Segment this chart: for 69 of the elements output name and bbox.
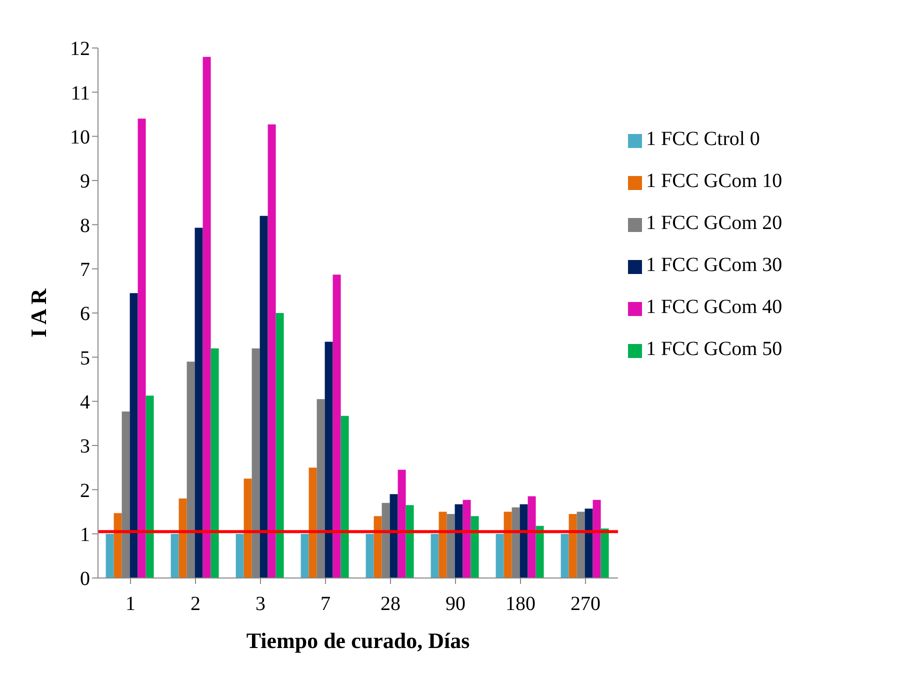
bar bbox=[260, 216, 268, 578]
bar bbox=[106, 534, 114, 578]
y-tick-label: 7 bbox=[80, 258, 90, 281]
x-tick-label: 90 bbox=[446, 593, 466, 616]
bar bbox=[332, 274, 341, 578]
bar bbox=[308, 468, 317, 578]
bar bbox=[114, 513, 122, 578]
y-tick-label: 3 bbox=[80, 436, 90, 458]
legend-label: 1 FCC GCom 30 bbox=[646, 254, 782, 276]
bar bbox=[178, 498, 187, 578]
y-tick-label: 8 bbox=[80, 214, 90, 237]
bar bbox=[146, 396, 154, 578]
bar bbox=[340, 416, 349, 578]
y-tick-label: 9 bbox=[80, 170, 90, 193]
y-tick-label: 5 bbox=[80, 347, 90, 370]
legend-label: 1 FCC Ctrol 0 bbox=[646, 128, 760, 150]
legend-label: 1 FCC GCom 20 bbox=[646, 212, 782, 234]
bar bbox=[504, 512, 512, 578]
legend-label: 1 FCC GCom 50 bbox=[646, 338, 782, 360]
bar bbox=[300, 534, 309, 578]
bar bbox=[366, 534, 374, 578]
bar bbox=[138, 118, 146, 578]
y-tick-label: 6 bbox=[80, 303, 90, 326]
bar bbox=[584, 508, 593, 578]
bar bbox=[462, 500, 471, 578]
bar bbox=[374, 516, 382, 578]
bar bbox=[600, 528, 609, 578]
x-tick-label: 1 bbox=[126, 593, 136, 616]
x-tick-label: 3 bbox=[256, 593, 266, 616]
bar bbox=[390, 494, 398, 578]
x-tick-label: 180 bbox=[506, 593, 536, 616]
bar bbox=[202, 56, 211, 578]
bar bbox=[130, 293, 138, 578]
bar bbox=[496, 534, 504, 578]
bar bbox=[568, 514, 577, 578]
bar bbox=[276, 313, 284, 578]
bar bbox=[528, 496, 536, 578]
bar bbox=[560, 534, 569, 578]
y-axis-title: I A R bbox=[26, 287, 51, 338]
bar bbox=[324, 342, 333, 578]
x-tick-label: 270 bbox=[570, 593, 600, 616]
bar bbox=[438, 512, 447, 578]
bar bbox=[244, 478, 252, 578]
legend-label: 1 FCC GCom 40 bbox=[646, 296, 782, 318]
y-tick-label: 1 bbox=[80, 524, 90, 546]
bar bbox=[430, 534, 439, 578]
bar bbox=[268, 124, 276, 578]
bar bbox=[210, 348, 219, 578]
y-tick-label: 10 bbox=[70, 126, 90, 148]
y-tick-label: 2 bbox=[80, 480, 90, 502]
x-axis-title: Tiempo de curado, Días bbox=[246, 628, 470, 653]
bar bbox=[454, 504, 463, 578]
bar bbox=[592, 500, 601, 578]
x-tick-label: 7 bbox=[320, 593, 330, 616]
x-tick-label: 28 bbox=[380, 593, 400, 616]
x-tick-label: 2 bbox=[190, 593, 200, 616]
y-tick-label: 0 bbox=[80, 568, 90, 590]
y-tick-label: 4 bbox=[80, 391, 90, 414]
y-tick-label: 12 bbox=[70, 38, 90, 60]
bar bbox=[170, 534, 179, 578]
bar bbox=[236, 534, 244, 578]
bar bbox=[398, 470, 406, 578]
bar bbox=[406, 505, 414, 578]
legend-label: 1 FCC GCom 10 bbox=[646, 170, 782, 192]
bar bbox=[194, 228, 203, 578]
y-tick-label: 11 bbox=[70, 82, 90, 104]
bar bbox=[520, 504, 528, 578]
bar bbox=[536, 526, 544, 578]
bar bbox=[470, 516, 479, 578]
